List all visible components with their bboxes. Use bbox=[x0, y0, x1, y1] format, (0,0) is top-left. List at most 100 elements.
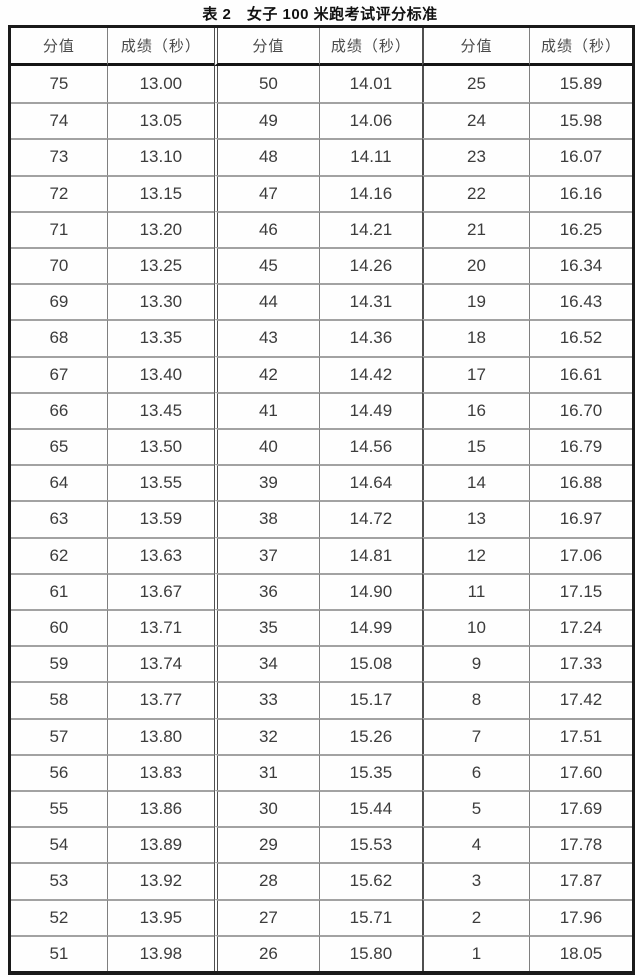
score-cell: 28 bbox=[213, 862, 319, 899]
score-cell: 41 bbox=[213, 391, 319, 428]
time-cell: 16.52 bbox=[529, 319, 632, 356]
time-cell: 17.78 bbox=[529, 826, 632, 863]
time-cell: 13.83 bbox=[106, 753, 214, 790]
score-cell: 69 bbox=[11, 283, 107, 320]
time-cell: 14.81 bbox=[318, 536, 422, 573]
header-points: 分值 bbox=[213, 28, 319, 66]
score-cell: 1 bbox=[421, 934, 529, 971]
time-cell: 17.42 bbox=[529, 681, 632, 718]
time-cell: 15.08 bbox=[318, 645, 422, 682]
score-cell: 34 bbox=[213, 645, 319, 682]
score-cell: 57 bbox=[11, 717, 107, 754]
time-cell: 16.16 bbox=[529, 174, 632, 211]
score-cell: 9 bbox=[421, 645, 529, 682]
score-cell: 48 bbox=[213, 138, 319, 175]
score-cell: 67 bbox=[11, 355, 107, 392]
time-cell: 13.89 bbox=[106, 826, 214, 863]
time-cell: 16.88 bbox=[529, 464, 632, 501]
score-cell: 10 bbox=[421, 609, 529, 646]
score-cell: 37 bbox=[213, 536, 319, 573]
score-cell: 43 bbox=[213, 319, 319, 356]
time-cell: 17.24 bbox=[529, 609, 632, 646]
score-cell: 14 bbox=[421, 464, 529, 501]
time-cell: 13.00 bbox=[106, 66, 214, 103]
time-cell: 14.42 bbox=[318, 355, 422, 392]
time-cell: 14.56 bbox=[318, 428, 422, 465]
time-cell: 17.69 bbox=[529, 790, 632, 827]
time-cell: 13.55 bbox=[106, 464, 214, 501]
time-cell: 13.15 bbox=[106, 174, 214, 211]
time-cell: 15.35 bbox=[318, 753, 422, 790]
score-cell: 4 bbox=[421, 826, 529, 863]
score-cell: 63 bbox=[11, 500, 107, 537]
time-cell: 13.98 bbox=[106, 934, 214, 971]
score-cell: 39 bbox=[213, 464, 319, 501]
time-cell: 18.05 bbox=[529, 934, 632, 971]
time-cell: 17.96 bbox=[529, 898, 632, 935]
time-cell: 14.26 bbox=[318, 247, 422, 284]
time-cell: 14.49 bbox=[318, 391, 422, 428]
score-cell: 45 bbox=[213, 247, 319, 284]
time-cell: 15.62 bbox=[318, 862, 422, 899]
time-cell: 14.16 bbox=[318, 174, 422, 211]
time-cell: 15.89 bbox=[529, 66, 632, 103]
score-cell: 12 bbox=[421, 536, 529, 573]
time-cell: 17.06 bbox=[529, 536, 632, 573]
time-cell: 14.72 bbox=[318, 500, 422, 537]
time-cell: 15.17 bbox=[318, 681, 422, 718]
score-cell: 70 bbox=[11, 247, 107, 284]
score-cell: 73 bbox=[11, 138, 107, 175]
score-cell: 54 bbox=[11, 826, 107, 863]
table-title: 表 2 女子 100 米跑考试评分标准 bbox=[202, 6, 438, 23]
time-cell: 13.20 bbox=[106, 210, 214, 247]
time-cell: 17.51 bbox=[529, 717, 632, 754]
score-cell: 55 bbox=[11, 790, 107, 827]
time-cell: 13.40 bbox=[106, 355, 214, 392]
score-cell: 32 bbox=[213, 717, 319, 754]
time-cell: 16.97 bbox=[529, 500, 632, 537]
time-cell: 13.59 bbox=[106, 500, 214, 537]
score-cell: 42 bbox=[213, 355, 319, 392]
score-cell: 20 bbox=[421, 247, 529, 284]
score-cell: 56 bbox=[11, 753, 107, 790]
score-cell: 15 bbox=[421, 428, 529, 465]
time-cell: 13.25 bbox=[106, 247, 214, 284]
score-cell: 58 bbox=[11, 681, 107, 718]
score-cell: 46 bbox=[213, 210, 319, 247]
score-cell: 23 bbox=[421, 138, 529, 175]
time-cell: 17.15 bbox=[529, 572, 632, 609]
time-cell: 13.10 bbox=[106, 138, 214, 175]
score-cell: 7 bbox=[421, 717, 529, 754]
score-cell: 75 bbox=[11, 66, 107, 103]
score-cell: 36 bbox=[213, 572, 319, 609]
time-cell: 17.60 bbox=[529, 753, 632, 790]
score-cell: 25 bbox=[421, 66, 529, 103]
score-cell: 6 bbox=[421, 753, 529, 790]
time-cell: 16.61 bbox=[529, 355, 632, 392]
time-cell: 13.80 bbox=[106, 717, 214, 754]
score-cell: 72 bbox=[11, 174, 107, 211]
score-cell: 13 bbox=[421, 500, 529, 537]
time-cell: 16.70 bbox=[529, 391, 632, 428]
time-cell: 14.36 bbox=[318, 319, 422, 356]
score-cell: 18 bbox=[421, 319, 529, 356]
score-cell: 50 bbox=[213, 66, 319, 103]
time-cell: 14.11 bbox=[318, 138, 422, 175]
time-cell: 13.92 bbox=[106, 862, 214, 899]
time-cell: 15.26 bbox=[318, 717, 422, 754]
score-cell: 24 bbox=[421, 102, 529, 139]
time-cell: 14.90 bbox=[318, 572, 422, 609]
time-cell: 13.74 bbox=[106, 645, 214, 682]
score-cell: 49 bbox=[213, 102, 319, 139]
score-cell: 31 bbox=[213, 753, 319, 790]
score-cell: 22 bbox=[421, 174, 529, 211]
score-cell: 74 bbox=[11, 102, 107, 139]
time-cell: 16.34 bbox=[529, 247, 632, 284]
time-cell: 13.35 bbox=[106, 319, 214, 356]
score-cell: 62 bbox=[11, 536, 107, 573]
score-cell: 26 bbox=[213, 934, 319, 971]
header-points: 分值 bbox=[421, 28, 529, 66]
score-cell: 44 bbox=[213, 283, 319, 320]
header-score-seconds: 成绩（秒） bbox=[529, 28, 632, 66]
score-cell: 53 bbox=[11, 862, 107, 899]
